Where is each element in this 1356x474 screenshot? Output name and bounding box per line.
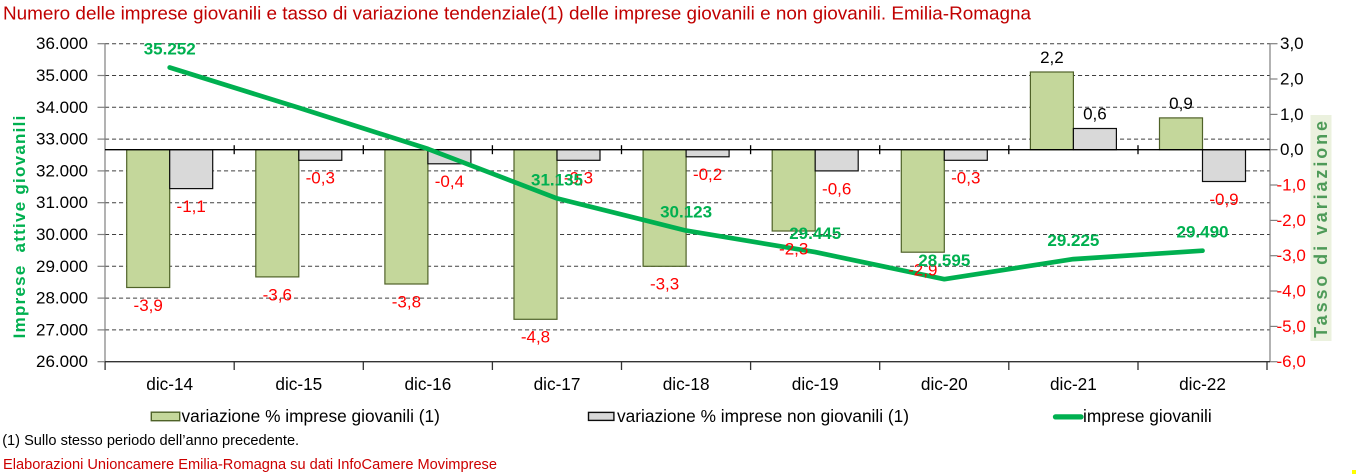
svg-text:variazione % imprese non giova: variazione % imprese non giovanili (1) bbox=[617, 406, 909, 426]
svg-text:(1) Sullo stesso periodo dell’: (1) Sullo stesso periodo dell’anno prece… bbox=[2, 433, 299, 449]
svg-text:dic-15: dic-15 bbox=[275, 374, 322, 394]
svg-text:31.000: 31.000 bbox=[36, 193, 88, 212]
svg-text:-3,9: -3,9 bbox=[134, 296, 163, 315]
svg-text:dic-14: dic-14 bbox=[146, 374, 193, 394]
svg-text:34.000: 34.000 bbox=[36, 98, 88, 117]
svg-text:dic-17: dic-17 bbox=[534, 374, 581, 394]
svg-text:dic-16: dic-16 bbox=[404, 374, 451, 394]
svg-text:2,0: 2,0 bbox=[1280, 70, 1304, 89]
svg-text:-0,3: -0,3 bbox=[951, 169, 980, 188]
svg-text:0,0: 0,0 bbox=[1280, 140, 1304, 159]
svg-text:-4,8: -4,8 bbox=[521, 328, 550, 347]
svg-text:28.000: 28.000 bbox=[36, 289, 88, 308]
svg-text:-4,0: -4,0 bbox=[1277, 282, 1306, 301]
svg-text:imprese giovanili: imprese giovanili bbox=[1083, 406, 1212, 426]
svg-text:29.000: 29.000 bbox=[36, 257, 88, 276]
svg-text:28.595: 28.595 bbox=[918, 251, 970, 270]
svg-text:31.135: 31.135 bbox=[531, 170, 583, 189]
svg-text:35.252: 35.252 bbox=[144, 40, 196, 59]
svg-text:Tasso di variazione: Tasso di variazione bbox=[1311, 118, 1331, 338]
svg-text:-1,0: -1,0 bbox=[1277, 176, 1306, 195]
svg-text:36.000: 36.000 bbox=[36, 34, 88, 53]
svg-text:30.000: 30.000 bbox=[36, 225, 88, 244]
svg-text:dic-22: dic-22 bbox=[1179, 374, 1226, 394]
svg-text:-0,6: -0,6 bbox=[822, 179, 851, 198]
svg-text:-3,8: -3,8 bbox=[392, 292, 421, 311]
svg-text:-0,4: -0,4 bbox=[435, 172, 464, 191]
svg-text:0,6: 0,6 bbox=[1083, 105, 1107, 124]
svg-text:-5,0: -5,0 bbox=[1277, 317, 1306, 336]
svg-text:32.000: 32.000 bbox=[36, 161, 88, 180]
svg-text:-2,9: -2,9 bbox=[908, 261, 937, 280]
svg-text:26.000: 26.000 bbox=[36, 352, 88, 371]
svg-text:dic-19: dic-19 bbox=[792, 374, 839, 394]
svg-text:dic-20: dic-20 bbox=[921, 374, 968, 394]
svg-text:33.000: 33.000 bbox=[36, 130, 88, 149]
svg-text:-0,9: -0,9 bbox=[1209, 190, 1238, 209]
svg-text:dic-21: dic-21 bbox=[1050, 374, 1097, 394]
svg-text:-3,3: -3,3 bbox=[650, 275, 679, 294]
svg-text:-6,0: -6,0 bbox=[1277, 352, 1306, 371]
svg-text:-0,3: -0,3 bbox=[564, 169, 593, 188]
svg-text:29.445: 29.445 bbox=[789, 224, 841, 243]
svg-text:29.225: 29.225 bbox=[1047, 231, 1099, 250]
svg-text:2,2: 2,2 bbox=[1040, 48, 1064, 67]
svg-text:dic-18: dic-18 bbox=[663, 374, 710, 394]
svg-text:-2,3: -2,3 bbox=[779, 239, 808, 258]
svg-text:Imprese attive giovanili: Imprese attive giovanili bbox=[10, 114, 29, 338]
svg-text:Elaborazioni Unioncamere Emili: Elaborazioni Unioncamere Emilia-Romagna … bbox=[3, 457, 497, 473]
svg-text:29.490: 29.490 bbox=[1177, 223, 1229, 242]
svg-text:3,0: 3,0 bbox=[1280, 34, 1304, 53]
svg-text:0,9: 0,9 bbox=[1169, 94, 1193, 113]
svg-text:30.123: 30.123 bbox=[660, 203, 712, 222]
svg-text:-1,1: -1,1 bbox=[177, 197, 206, 216]
svg-text:-3,6: -3,6 bbox=[263, 285, 292, 304]
svg-text:-0,3: -0,3 bbox=[306, 169, 335, 188]
svg-text:-3,0: -3,0 bbox=[1277, 246, 1306, 265]
svg-text:Numero delle imprese giovanili: Numero delle imprese giovanili e tasso d… bbox=[3, 4, 1031, 25]
svg-text:variazione % imprese giovanili: variazione % imprese giovanili (1) bbox=[182, 406, 440, 426]
svg-text:1,0: 1,0 bbox=[1280, 105, 1304, 124]
svg-text:-2,0: -2,0 bbox=[1277, 211, 1306, 230]
svg-text:35.000: 35.000 bbox=[36, 66, 88, 85]
svg-text:-0,2: -0,2 bbox=[693, 165, 722, 184]
svg-text:27.000: 27.000 bbox=[36, 320, 88, 339]
